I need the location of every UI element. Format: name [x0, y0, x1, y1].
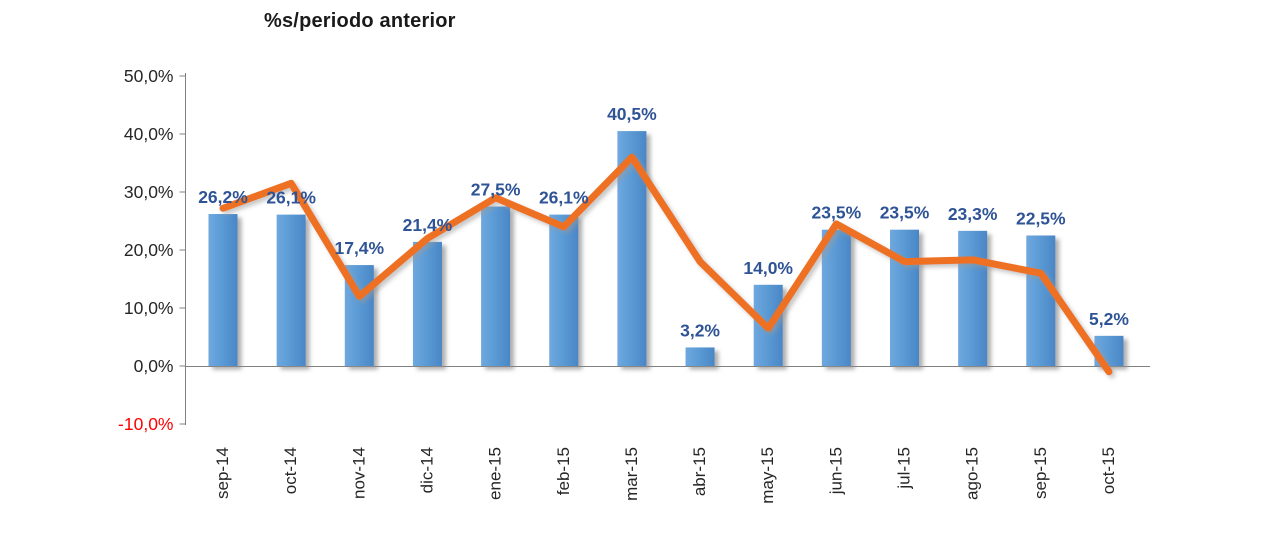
bar: [412, 241, 442, 366]
bar-value-label: 26,1%: [539, 188, 589, 208]
y-axis-tick-label: 50,0%: [124, 66, 174, 86]
bar: [685, 347, 715, 366]
bar: [890, 229, 919, 366]
bar: [276, 214, 306, 366]
bar-value-label: 26,2%: [198, 187, 248, 207]
y-axis-tick-label: -10,0%: [118, 414, 173, 434]
bar: [481, 206, 511, 366]
bar: [1026, 235, 1056, 366]
bar-value-label: 22,5%: [1016, 209, 1066, 229]
bar: [958, 230, 988, 366]
y-axis-tick-label: 30,0%: [124, 182, 174, 202]
chart-title: %s/periodo anterior: [264, 10, 456, 32]
category-label: ago-15: [963, 447, 982, 500]
category-label: dic-14: [417, 447, 436, 493]
bar-value-label: 17,4%: [334, 238, 384, 258]
category-label: feb-15: [554, 447, 573, 495]
category-label: mar-15: [622, 447, 641, 501]
category-label: may-15: [758, 447, 777, 504]
bar-value-label: 23,5%: [812, 203, 862, 223]
trend-line: [219, 153, 1113, 376]
bar-value-label: 23,3%: [948, 204, 998, 224]
bar: [549, 214, 579, 366]
y-axis-tick-label: 20,0%: [124, 240, 174, 260]
bar-value-label: 21,4%: [403, 215, 453, 235]
category-label: oct-14: [281, 447, 300, 494]
category-label: sep-15: [1031, 447, 1050, 499]
category-label: sep-14: [213, 447, 232, 499]
bar-value-label: 26,1%: [266, 188, 316, 208]
bar: [208, 214, 238, 366]
y-axis-tick-label: 10,0%: [124, 298, 174, 318]
bar-value-label: 14,0%: [743, 258, 793, 278]
category-label: oct-15: [1099, 447, 1118, 494]
category-label: nov-14: [349, 447, 368, 499]
y-axis-tick-label: 40,0%: [124, 124, 174, 144]
category-label: jun-15: [826, 447, 845, 495]
bar-value-label: 3,2%: [680, 320, 720, 340]
category-label: abr-15: [690, 447, 709, 496]
bar-value-label: 5,2%: [1089, 309, 1129, 329]
bar: [821, 229, 851, 366]
bar-value-label: 23,5%: [880, 203, 930, 223]
category-label: jul-15: [895, 447, 914, 490]
bar-value-label: 40,5%: [607, 104, 657, 124]
category-label: ene-15: [486, 447, 505, 500]
bar-value-label: 27,5%: [471, 180, 521, 200]
y-axis-tick-label: 0,0%: [134, 356, 174, 376]
